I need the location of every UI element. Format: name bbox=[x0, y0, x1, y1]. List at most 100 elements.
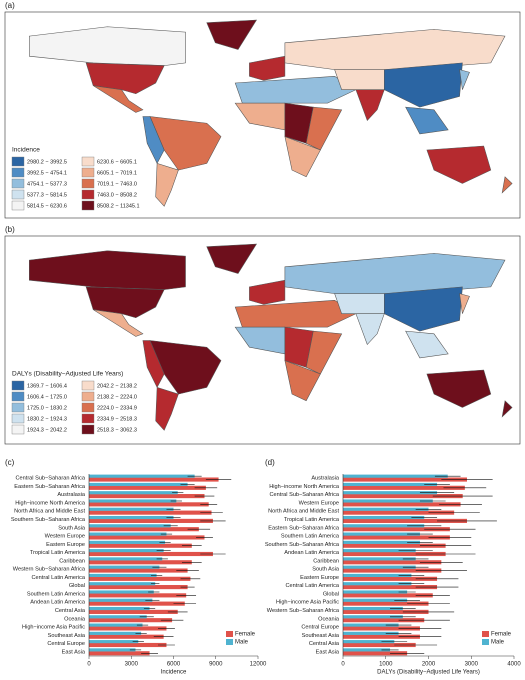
y-tick-label: Central Europe bbox=[47, 641, 85, 647]
bar bbox=[89, 576, 191, 581]
y-tick-label: Western Europe bbox=[299, 500, 339, 506]
x-tick-label: 12000 bbox=[250, 662, 267, 668]
bar bbox=[343, 532, 420, 536]
bar bbox=[343, 560, 442, 565]
legend-label: Female bbox=[491, 632, 512, 638]
y-tick-label: Eastern Europe bbox=[300, 575, 339, 581]
legend-label: 8508.2 − 11345.1 bbox=[97, 203, 140, 209]
bar bbox=[343, 648, 391, 652]
bar bbox=[89, 551, 213, 557]
bar bbox=[343, 609, 429, 614]
y-tick-label: High−income Asia Pacific bbox=[276, 600, 339, 606]
bar bbox=[343, 549, 416, 553]
legend-label: 2224.0 − 2334.9 bbox=[97, 405, 137, 411]
bar bbox=[89, 491, 178, 495]
legend-swatch bbox=[81, 424, 95, 435]
y-tick-label: Australasia bbox=[311, 476, 340, 482]
legend-title: DALYs (Disability−Adjusted Life Years) bbox=[12, 371, 123, 378]
x-tick-label: 2000 bbox=[422, 662, 436, 668]
bar bbox=[89, 626, 167, 631]
legend-swatch bbox=[482, 639, 489, 645]
legend-swatch bbox=[11, 189, 25, 200]
bar bbox=[343, 482, 438, 487]
y-tick-label: North Africa and Middle East bbox=[268, 509, 339, 515]
bar bbox=[89, 482, 188, 487]
y-tick-label: Australasia bbox=[57, 492, 86, 498]
bar bbox=[89, 527, 199, 532]
bar bbox=[89, 560, 192, 565]
y-tick-label: Western Sub−Saharan Africa bbox=[13, 567, 86, 573]
legend-swatch bbox=[81, 413, 95, 424]
bar bbox=[89, 618, 173, 623]
legend-swatch bbox=[226, 639, 233, 645]
legend-label: 5814.5 − 6230.6 bbox=[27, 203, 67, 209]
y-tick-label: Southern Sub−Saharan Africa bbox=[265, 542, 340, 548]
bar bbox=[89, 474, 195, 478]
y-tick-label: Southeast Asia bbox=[302, 633, 340, 639]
y-tick-label: Oceania bbox=[318, 616, 340, 622]
bar bbox=[89, 565, 160, 569]
legend-swatch bbox=[11, 424, 25, 435]
y-tick-label: Central Latin America bbox=[286, 583, 340, 589]
y-tick-label: Tropical Latin America bbox=[284, 517, 340, 523]
y-tick-label: Central Asia bbox=[309, 641, 340, 647]
bar bbox=[343, 524, 425, 528]
bar bbox=[343, 618, 425, 623]
legend-label: 1924.3 − 2042.2 bbox=[27, 427, 67, 433]
legend-label: 1606.4 − 1725.0 bbox=[27, 394, 67, 400]
y-tick-label: High−income North America bbox=[269, 484, 340, 490]
legend-label: 3992.5 − 4754.1 bbox=[27, 170, 67, 176]
y-tick-label: Southern Sub−Saharan Africa bbox=[11, 517, 86, 523]
bar bbox=[343, 626, 420, 631]
bar bbox=[343, 477, 467, 482]
bar bbox=[343, 623, 399, 627]
bar bbox=[89, 535, 205, 540]
legend-label: 1725.0 − 1830.2 bbox=[27, 405, 67, 411]
bar bbox=[343, 557, 416, 561]
bar bbox=[343, 634, 420, 639]
legend-swatch bbox=[11, 200, 25, 211]
bar bbox=[343, 615, 403, 619]
legend-swatch bbox=[81, 167, 95, 178]
y-tick-label: Eastern Sub−Saharan Africa bbox=[14, 484, 86, 490]
bar bbox=[343, 573, 412, 578]
legend-swatch bbox=[11, 156, 25, 167]
bar bbox=[343, 540, 420, 544]
bar bbox=[89, 582, 156, 586]
y-tick-label: North Africa and Middle East bbox=[14, 509, 85, 515]
legend-title: Incidence bbox=[12, 147, 40, 154]
y-tick-label: Eastern Europe bbox=[46, 542, 85, 548]
panel-label: (c) bbox=[5, 458, 15, 467]
bar bbox=[343, 499, 433, 503]
y-tick-label: High−income North America bbox=[15, 500, 86, 506]
y-tick-label: Central Europe bbox=[301, 625, 339, 631]
bar bbox=[89, 615, 147, 619]
bar bbox=[89, 648, 136, 652]
legend-label: Male bbox=[235, 640, 249, 646]
legend-label: 2042.2 − 2138.2 bbox=[97, 383, 137, 389]
legend-swatch bbox=[226, 631, 233, 637]
y-tick-label: Caribbean bbox=[313, 558, 339, 564]
legend-label: 6230.6 − 6605.1 bbox=[97, 159, 137, 165]
legend-label: 2334.9 − 2518.3 bbox=[97, 416, 137, 422]
legend-label: 1369.7 − 1606.4 bbox=[27, 383, 67, 389]
legend-swatch bbox=[11, 413, 25, 424]
bar bbox=[89, 532, 167, 536]
panel-label: (d) bbox=[265, 458, 275, 467]
x-tick-label: 3000 bbox=[125, 662, 139, 668]
bar bbox=[343, 606, 403, 611]
y-tick-label: South Asia bbox=[312, 567, 340, 573]
bar bbox=[89, 540, 166, 544]
legend-label: 7463.0 − 8508.2 bbox=[97, 192, 137, 198]
bar bbox=[343, 631, 399, 635]
bar bbox=[343, 585, 438, 590]
legend-label: 4754.1 − 5377.3 bbox=[27, 181, 67, 187]
bar bbox=[343, 518, 467, 523]
y-tick-label: Andean Latin America bbox=[284, 550, 340, 556]
map-legend: Incidence 2980.2 − 3992.5 3992.5 − 4754.1… bbox=[11, 147, 140, 211]
bar bbox=[343, 502, 461, 507]
bar bbox=[343, 593, 433, 598]
legend-swatch bbox=[81, 402, 95, 413]
legend-swatch bbox=[11, 178, 25, 189]
